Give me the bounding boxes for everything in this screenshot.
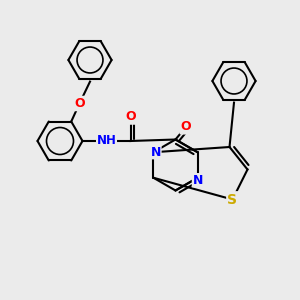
Text: O: O [125,110,136,124]
Text: S: S [227,193,238,206]
Text: NH: NH [97,134,116,148]
Text: N: N [151,146,161,159]
Text: O: O [74,97,85,110]
Text: O: O [181,120,191,133]
Text: N: N [192,174,203,187]
